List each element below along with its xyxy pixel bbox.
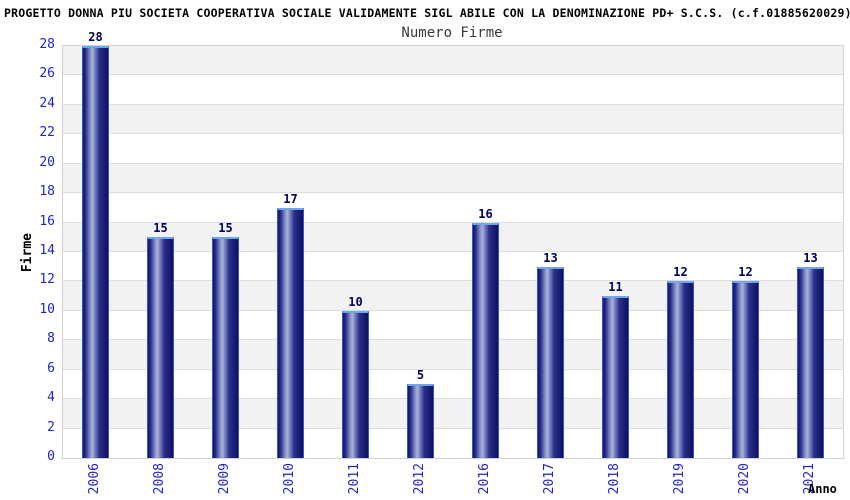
y-tick-label: 14: [39, 243, 55, 258]
gridline: [63, 103, 843, 105]
x-tick-label: 2010: [281, 463, 297, 495]
plot-band: [63, 75, 843, 105]
bar-2006: [82, 46, 109, 458]
bar-value-label: 28: [88, 30, 103, 44]
gridline: [63, 251, 843, 252]
gridline: [63, 280, 843, 282]
bar-value-label: 13: [803, 250, 818, 265]
bar-2008: [147, 237, 174, 458]
bar-2019: [667, 281, 694, 458]
bar-2010: [277, 207, 304, 458]
gridline: [63, 162, 843, 164]
x-tick-label: 2008: [151, 463, 167, 495]
plot-band: [63, 104, 843, 135]
gridline: [63, 192, 843, 194]
gridline: [63, 398, 843, 400]
plot-band: [63, 399, 843, 429]
x-tick-label: 2018: [606, 463, 622, 495]
x-axis-title: Anno: [808, 482, 837, 496]
gridline: [63, 133, 843, 135]
bar-2009: [212, 237, 239, 458]
y-tick-label: 22: [39, 125, 55, 141]
bar-2017: [537, 266, 564, 458]
bar-2011: [342, 310, 369, 458]
plot-band: [63, 369, 843, 400]
y-tick-label: 12: [39, 272, 55, 288]
bar-value-label: 10: [348, 294, 363, 309]
bar-value-label: 15: [218, 221, 233, 236]
x-tick-label: 2006: [86, 463, 102, 495]
x-tick-label: 2012: [411, 463, 427, 495]
y-tick-label: 16: [39, 213, 55, 229]
y-tick-label: 24: [39, 95, 55, 111]
bar-value-label: 13: [543, 250, 558, 265]
plot-band: [63, 252, 843, 282]
plot-band: [63, 340, 843, 370]
plot-band: [63, 46, 843, 76]
chart-subtitle: Numero Firme: [401, 25, 503, 41]
plot-band: [63, 310, 843, 341]
page-title: PROGETTO DONNA PIU SOCIETA COOPERATIVA S…: [4, 6, 850, 20]
x-tick-label: 2011: [346, 463, 362, 495]
y-tick-label: 0: [47, 449, 55, 464]
y-tick-label: 6: [47, 360, 55, 376]
plot-band: [63, 281, 843, 311]
y-tick-label: 10: [39, 301, 55, 317]
bar-value-label: 16: [478, 206, 493, 221]
bar-value-label: 11: [608, 280, 623, 295]
bar-2020: [732, 281, 759, 458]
x-tick-label: 2019: [671, 463, 687, 495]
plot-band: [63, 193, 843, 223]
y-tick-label: 2: [47, 419, 55, 435]
bar-value-label: 15: [153, 221, 168, 236]
y-tick-label: 26: [39, 66, 55, 82]
plot-band: [63, 163, 843, 194]
gridline: [63, 221, 843, 223]
bar-2012: [407, 384, 434, 458]
y-tick-label: 8: [47, 331, 55, 347]
bar-value-label: 17: [283, 191, 298, 206]
x-tick-label: 2020: [736, 463, 752, 495]
plot-band: [63, 428, 843, 458]
gridline: [63, 427, 843, 429]
bar-2018: [602, 296, 629, 458]
y-tick-label: 28: [39, 37, 55, 52]
x-tick-label: 2017: [541, 463, 557, 495]
bar-value-label: 5: [416, 368, 425, 383]
y-tick-label: 4: [47, 390, 55, 406]
plot-area: 28 15 15 17 10 5 16 13 11 12 12 13: [62, 31, 844, 459]
y-tick-label: 18: [39, 184, 55, 200]
x-tick-label: 2009: [216, 463, 232, 495]
bar-2021: [797, 266, 824, 458]
plot-band: [63, 222, 843, 252]
gridline: [63, 309, 843, 311]
gridline: [63, 368, 843, 370]
x-tick-label: 2016: [476, 463, 492, 495]
bar-2016: [472, 222, 499, 458]
y-tick-label: 20: [39, 154, 55, 170]
bar-value-label: 12: [673, 265, 688, 280]
gridline: [63, 339, 843, 341]
bar-value-label: 12: [738, 265, 753, 280]
plot-band: [63, 134, 843, 164]
gridline: [63, 74, 843, 76]
